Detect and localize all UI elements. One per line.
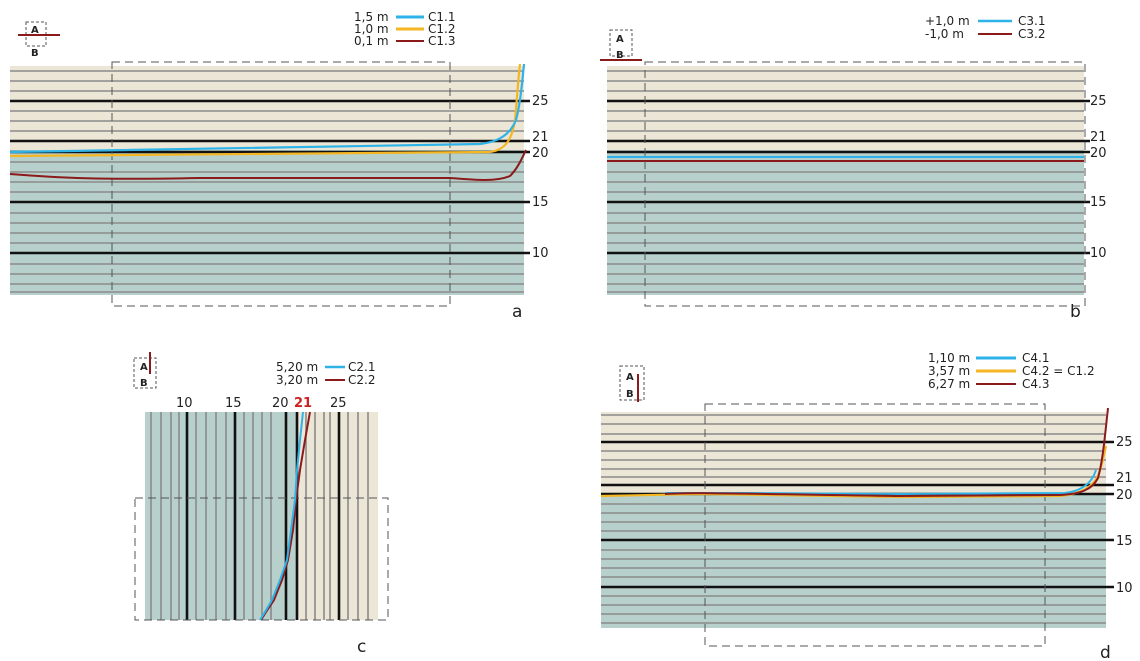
svg-text:-1,0 m: -1,0 m	[925, 27, 964, 41]
legend-d: 1,10 m C4.1 3,57 m C4.2 = C1.2 6,27 m C4…	[928, 351, 1095, 391]
panel-a-tag: a	[512, 302, 522, 322]
tick-a-21: 21	[532, 130, 549, 145]
svg-text:A: A	[140, 362, 148, 373]
svg-text:0,1 m: 0,1 m	[354, 34, 389, 48]
panel-a-lines	[10, 70, 524, 293]
ab-icon-b: A B	[600, 29, 642, 61]
svg-text:3,20 m: 3,20 m	[276, 373, 318, 387]
svg-text:B: B	[626, 389, 634, 400]
panel-c: 10 15 20 21 25 c 5,20 m C2.1 3,20 m C2.2…	[133, 352, 389, 657]
svg-text:25: 25	[1116, 435, 1133, 450]
ab-icon-d: A B	[619, 365, 645, 402]
ab-icon-c: A B	[133, 352, 157, 389]
panel-b: 25 21 20 15 10 b +1,0 m C3.1 -1,0 m C3.2…	[600, 14, 1107, 322]
panel-d-tag: d	[1100, 643, 1111, 661]
curve-c1-1	[9, 63, 526, 154]
svg-text:C1.3: C1.3	[428, 34, 455, 48]
curve-c2-1	[259, 411, 304, 621]
svg-text:B: B	[616, 50, 624, 61]
svg-text:C3.1: C3.1	[1018, 14, 1045, 28]
svg-text:C4.1: C4.1	[1022, 351, 1049, 365]
panel-c-tag: c	[357, 637, 366, 657]
svg-text:10: 10	[176, 396, 193, 411]
svg-text:21: 21	[1116, 471, 1133, 486]
svg-text:C3.2: C3.2	[1018, 27, 1045, 41]
svg-text:A: A	[616, 34, 624, 45]
legend-c: 5,20 m C2.1 3,20 m C2.2	[276, 360, 375, 387]
svg-text:20: 20	[1090, 146, 1107, 161]
tick-a-25: 25	[532, 94, 549, 109]
svg-text:A: A	[31, 25, 39, 36]
svg-text:25: 25	[1090, 94, 1107, 109]
svg-text:C1.1: C1.1	[428, 10, 455, 24]
svg-text:15: 15	[225, 396, 242, 411]
curve-c4-3	[664, 407, 1109, 498]
tick-c-21-highlight: 21	[294, 396, 312, 411]
svg-text:21: 21	[1090, 130, 1107, 145]
svg-text:20: 20	[272, 396, 289, 411]
tick-a-15: 15	[532, 195, 549, 210]
svg-text:20: 20	[1116, 488, 1133, 503]
svg-text:C2.2: C2.2	[348, 373, 375, 387]
svg-text:10: 10	[1116, 581, 1133, 596]
panel-b-tag: b	[1070, 302, 1081, 322]
svg-text:15: 15	[1116, 534, 1133, 549]
ab-icon-a: A B	[18, 21, 60, 59]
curve-c4-1	[665, 469, 1097, 496]
tick-a-10: 10	[532, 246, 549, 261]
panel-b-dashed-box	[644, 61, 1086, 307]
svg-text:C4.2 = C1.2: C4.2 = C1.2	[1022, 364, 1095, 378]
svg-text:25: 25	[330, 396, 347, 411]
panel-a: 25 21 20 15 10 a 1,5 m C1.1 1,0 m C1.2 0…	[9, 10, 549, 322]
curve-c2-2	[260, 411, 311, 621]
curve-c1-3	[9, 149, 527, 181]
svg-text:1,5 m: 1,5 m	[354, 10, 389, 24]
svg-text:1,10 m: 1,10 m	[928, 351, 970, 365]
tick-a-20: 20	[532, 146, 549, 161]
svg-text:B: B	[31, 48, 39, 59]
panel-d: 25 21 20 15 10 d 1,10 m C4.1 3,57 m C4.2…	[600, 351, 1133, 661]
panel-d-dashed-box	[704, 403, 1046, 647]
svg-text:3,57 m: 3,57 m	[928, 364, 970, 378]
svg-text:A: A	[626, 372, 634, 383]
svg-text:5,20 m: 5,20 m	[276, 360, 318, 374]
svg-text:10: 10	[1090, 246, 1107, 261]
svg-text:C4.3: C4.3	[1022, 377, 1049, 391]
panel-a-dashed-box	[111, 61, 451, 307]
svg-text:1,0 m: 1,0 m	[354, 22, 389, 36]
svg-text:C2.1: C2.1	[348, 360, 375, 374]
svg-text:B: B	[140, 378, 148, 389]
legend-a: 1,5 m C1.1 1,0 m C1.2 0,1 m C1.3	[354, 10, 455, 48]
svg-text:C1.2: C1.2	[428, 22, 455, 36]
legend-b: +1,0 m C3.1 -1,0 m C3.2	[925, 14, 1045, 41]
svg-text:+1,0 m: +1,0 m	[925, 14, 970, 28]
svg-text:6,27 m: 6,27 m	[928, 377, 970, 391]
svg-text:15: 15	[1090, 195, 1107, 210]
